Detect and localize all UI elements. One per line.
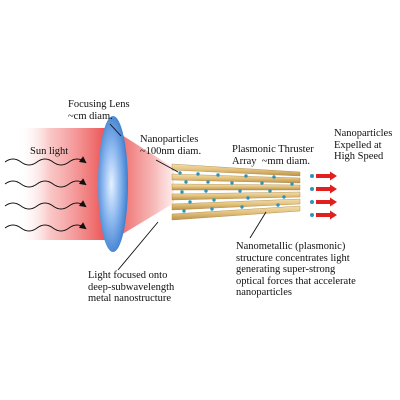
leader-line-nanoparticles bbox=[155, 159, 179, 173]
expelled-particles bbox=[310, 171, 337, 220]
red-arrow-icon bbox=[310, 210, 337, 220]
nanoparticle bbox=[212, 198, 216, 202]
nanoparticle bbox=[206, 180, 210, 184]
sun-ray-icon bbox=[4, 200, 87, 210]
leader-line-lens bbox=[109, 123, 122, 137]
thruster-tube bbox=[171, 183, 301, 191]
sun-light-arrows bbox=[4, 156, 87, 232]
nanoparticle bbox=[180, 190, 184, 194]
nanoparticle bbox=[182, 209, 186, 213]
nanoparticle bbox=[204, 189, 208, 193]
thruster-tube bbox=[171, 205, 301, 221]
red-arrow-icon bbox=[310, 184, 337, 194]
leader-line-focused bbox=[117, 221, 159, 271]
nanoparticle bbox=[184, 180, 188, 184]
sun-light-label: Sun light bbox=[30, 146, 69, 157]
nanoparticle bbox=[282, 195, 286, 199]
thruster-array-label: Plasmonic Thruster Array ~mm diam. bbox=[232, 144, 314, 167]
nanoparticles-label: Nanoparticles ~100nm diam. bbox=[140, 134, 202, 157]
nanoparticle bbox=[240, 205, 244, 209]
nanometallic-label: Nanometallic (plasmonic) structure conce… bbox=[236, 241, 356, 298]
leader-line-nanometallic bbox=[249, 211, 267, 239]
thruster-tube bbox=[171, 173, 301, 184]
nanoparticle bbox=[230, 181, 234, 185]
thruster-tube bbox=[171, 198, 301, 211]
nanoparticle bbox=[188, 200, 192, 204]
nanoparticle bbox=[246, 196, 250, 200]
leader-lines bbox=[109, 123, 267, 271]
nanoparticle bbox=[244, 174, 248, 178]
nanoparticle bbox=[210, 207, 214, 211]
nanoparticle bbox=[216, 173, 220, 177]
focusing-lens bbox=[98, 116, 128, 252]
sun-ray-icon bbox=[4, 222, 87, 232]
nanoparticle bbox=[178, 171, 182, 175]
nanoparticle bbox=[260, 181, 264, 185]
red-arrow-icon bbox=[310, 197, 337, 207]
nanoparticle bbox=[290, 182, 294, 186]
nanoparticle bbox=[238, 189, 242, 193]
sun-ray-icon bbox=[4, 156, 87, 166]
nanoparticle bbox=[276, 203, 280, 207]
focused-light-label: Light focused onto deep-subwavelength me… bbox=[88, 270, 175, 304]
thruster-tube bbox=[171, 163, 301, 177]
focusing-lens-label: Focusing Lens ~cm diam. bbox=[68, 99, 130, 122]
thruster-array bbox=[171, 163, 301, 221]
nanoparticles bbox=[178, 171, 294, 213]
light-beam bbox=[18, 128, 110, 240]
expelled-label: Nanoparticles Expelled at High Speed bbox=[334, 128, 393, 162]
nanoparticle bbox=[268, 189, 272, 193]
red-arrow-icon bbox=[310, 171, 337, 181]
nanoparticle bbox=[272, 175, 276, 179]
thruster-tube bbox=[171, 191, 301, 201]
nanoparticle bbox=[196, 172, 200, 176]
sun-ray-icon bbox=[4, 178, 87, 188]
